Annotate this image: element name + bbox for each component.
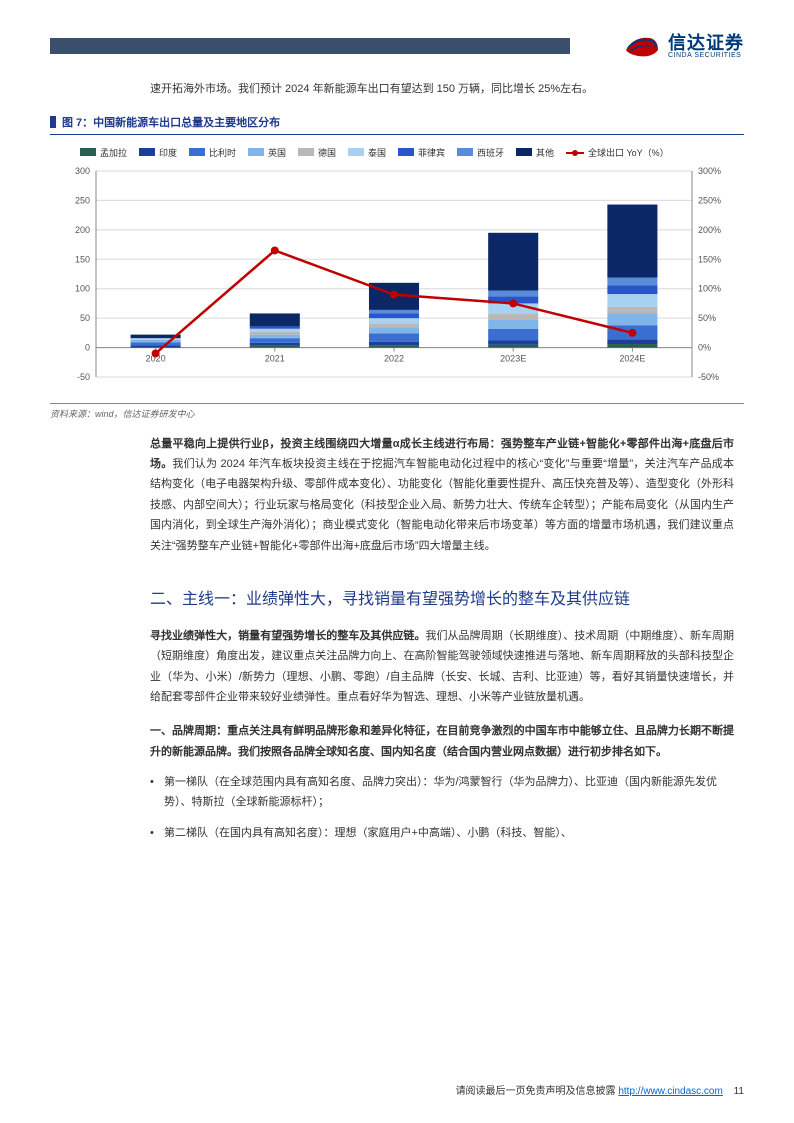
svg-text:2023E: 2023E: [500, 353, 526, 363]
para3-bold: 一、品牌周期：重点关注具有鲜明品牌形象和差异化特征，在目前竞争激烈的中国车市中能…: [150, 725, 734, 757]
page-footer: 请阅读最后一页免责声明及信息披露 http://www.cindasc.com …: [456, 1082, 744, 1097]
page-header: 信达证券 CINDA SECURITIES: [50, 30, 744, 62]
logo-text-cn: 信达证券: [668, 34, 744, 52]
svg-text:300%: 300%: [698, 166, 721, 176]
intro-paragraph: 速开拓海外市场。我们预计 2024 年新能源车出口有望达到 150 万辆，同比增…: [150, 80, 734, 100]
svg-text:300: 300: [75, 166, 90, 176]
svg-text:150: 150: [75, 254, 90, 264]
figure-divider: [50, 134, 744, 135]
tier-bullet-list: •第一梯队（在全球范围内具有高知名度、品牌力突出）：华为/鸿蒙智行（华为品牌力）…: [150, 772, 734, 843]
paragraph-main-3: 一、品牌周期：重点关注具有鲜明品牌形象和差异化特征，在目前竞争激烈的中国车市中能…: [150, 721, 734, 762]
company-logo: 信达证券 CINDA SECURITIES: [622, 30, 744, 62]
paragraph-main-2: 寻找业绩弹性大，销量有望强势增长的整车及其供应链。我们从品牌周期（长期维度）、技…: [150, 626, 734, 707]
svg-text:菲律宾: 菲律宾: [418, 147, 445, 158]
bullet-rest: 理想（家庭用户+中高端）、小鹏（科技、智能）、: [335, 827, 572, 839]
svg-text:200: 200: [75, 225, 90, 235]
page-number: 11: [734, 1086, 744, 1097]
header-accent-bar: [50, 38, 570, 54]
svg-text:250%: 250%: [698, 195, 721, 205]
export-chart: 孟加拉 印度 比利时 英国 德国 泰国 菲律宾 西班牙 其他 全球出口 YoY（%） -50 -50%…: [50, 141, 744, 401]
svg-text:印度: 印度: [159, 147, 177, 158]
paragraph-main-1: 总量平稳向上提供行业β，投资主线围绕四大增量α成长主线进行布局：强势整车产业链+…: [150, 434, 734, 556]
svg-text:西班牙: 西班牙: [477, 147, 504, 158]
bullet-bold: 第一梯队（在全球范围内具有高知名度、品牌力突出）：: [164, 776, 434, 788]
svg-text:-50: -50: [77, 372, 90, 382]
bullet-dot: •: [150, 772, 164, 813]
logo-text-en: CINDA SECURITIES: [668, 52, 744, 59]
svg-text:2021: 2021: [265, 353, 285, 363]
tier-bullet-item: •第一梯队（在全球范围内具有高知名度、品牌力突出）：华为/鸿蒙智行（华为品牌力）…: [150, 772, 734, 813]
svg-text:50%: 50%: [698, 313, 716, 323]
bullet-dot: •: [150, 823, 164, 843]
svg-text:0: 0: [85, 342, 90, 352]
svg-text:150%: 150%: [698, 254, 721, 264]
tier-bullet-item: •第二梯队（在国内具有高知名度）：理想（家庭用户+中高端）、小鹏（科技、智能）、: [150, 823, 734, 843]
svg-text:其他: 其他: [536, 147, 554, 158]
svg-text:孟加拉: 孟加拉: [100, 147, 127, 158]
para1-rest: 我们认为 2024 年汽车板块投资主线在于挖掘汽车智能电动化过程中的核心“变化”…: [150, 458, 734, 551]
svg-text:100%: 100%: [698, 284, 721, 294]
footer-text: 请阅读最后一页免责声明及信息披露: [456, 1086, 616, 1097]
svg-text:德国: 德国: [318, 147, 336, 158]
svg-text:50: 50: [80, 313, 90, 323]
svg-text:250: 250: [75, 195, 90, 205]
svg-text:200%: 200%: [698, 225, 721, 235]
logo-swoosh-icon: [622, 30, 662, 62]
figure-title-bar: [50, 116, 56, 128]
bullet-bold: 第二梯队（在国内具有高知名度）：: [164, 827, 335, 839]
footer-link[interactable]: http://www.cindasc.com: [618, 1086, 722, 1097]
svg-text:-50%: -50%: [698, 372, 719, 382]
chart-source: 资料来源：wind，信达证券研发中心: [50, 403, 744, 420]
svg-text:比利时: 比利时: [209, 147, 236, 158]
svg-text:2024E: 2024E: [619, 353, 645, 363]
svg-text:泰国: 泰国: [368, 147, 386, 158]
svg-text:2022: 2022: [384, 353, 404, 363]
para2-bold: 寻找业绩弹性大，销量有望强势增长的整车及其供应链。: [150, 630, 425, 642]
svg-text:0%: 0%: [698, 342, 711, 352]
figure-title-row: 图 7：中国新能源车出口总量及主要地区分布: [50, 114, 744, 130]
section-heading: 二、主线一：业绩弹性大，寻找销量有望强势增长的整车及其供应链: [150, 588, 734, 612]
svg-text:100: 100: [75, 284, 90, 294]
svg-text:全球出口 YoY（%）: 全球出口 YoY（%）: [588, 147, 669, 158]
figure-title: 图 7：中国新能源车出口总量及主要地区分布: [62, 114, 280, 130]
svg-text:英国: 英国: [268, 147, 286, 158]
